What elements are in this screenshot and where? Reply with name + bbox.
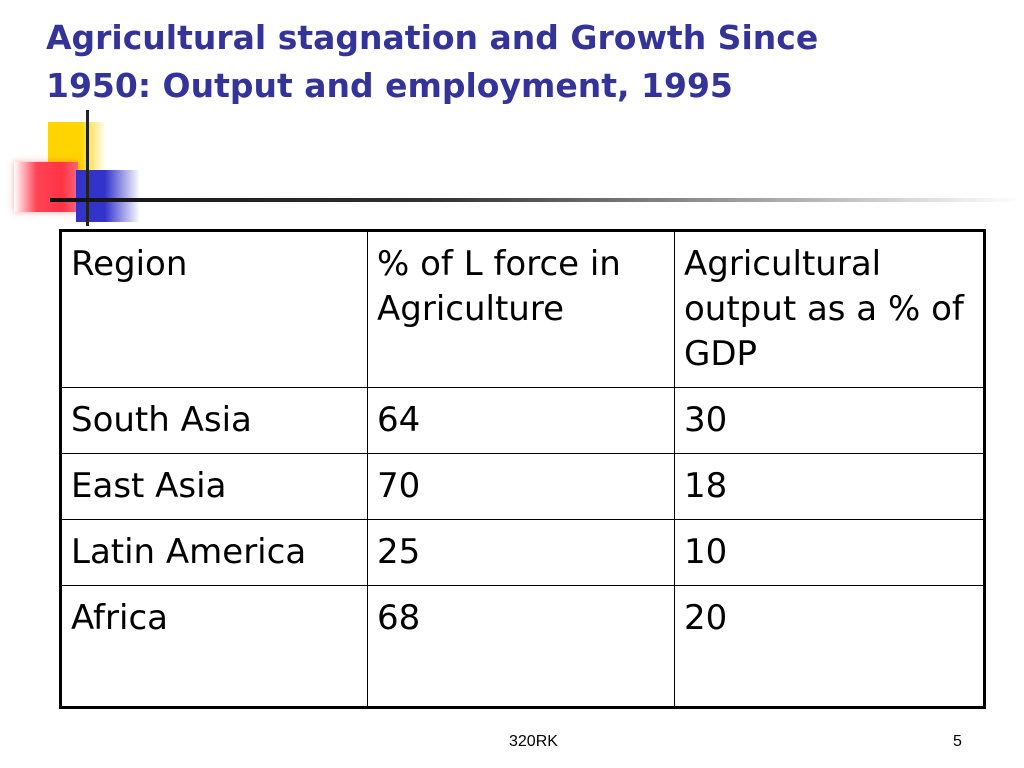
table-row: Africa 68 20 xyxy=(60,585,985,708)
cell-labor-force: 64 xyxy=(367,387,675,454)
header-labor-force-agriculture: % of L force in Agriculture xyxy=(367,230,675,388)
table-row: East Asia 70 18 xyxy=(60,453,985,520)
page-number: 5 xyxy=(953,733,962,750)
decoration-horizontal-rule xyxy=(50,198,1020,202)
header-agricultural-output-gdp: Agricultural output as a % of GDP xyxy=(674,230,985,388)
cell-region: Latin America xyxy=(60,519,368,586)
slide-title-line-1: Agricultural stagnation and Growth Since xyxy=(46,18,819,57)
cell-labor-force: 68 xyxy=(367,585,675,708)
table-row: Latin America 25 10 xyxy=(60,519,985,586)
slide-title: Agricultural stagnation and Growth Since… xyxy=(46,14,946,110)
cell-output-gdp: 20 xyxy=(674,585,985,708)
cell-region: East Asia xyxy=(60,453,368,520)
cell-region: Africa xyxy=(60,585,368,708)
data-table: Region % of L force in Agriculture Agric… xyxy=(59,229,986,709)
decoration-red-square xyxy=(14,162,78,212)
cell-region: South Asia xyxy=(60,387,368,454)
cell-labor-force: 25 xyxy=(367,519,675,586)
cell-labor-force: 70 xyxy=(367,453,675,520)
table-header-row: Region % of L force in Agriculture Agric… xyxy=(60,230,985,388)
header-region: Region xyxy=(60,230,368,388)
cell-output-gdp: 10 xyxy=(674,519,985,586)
table-row: South Asia 64 30 xyxy=(60,387,985,454)
slide-title-line-2: 1950: Output and employment, 1995 xyxy=(46,66,733,105)
cell-output-gdp: 18 xyxy=(674,453,985,520)
cell-output-gdp: 30 xyxy=(674,387,985,454)
decoration-vertical-line xyxy=(86,110,89,226)
title-decoration xyxy=(0,110,1024,230)
footer-label: 320RK xyxy=(509,733,558,750)
